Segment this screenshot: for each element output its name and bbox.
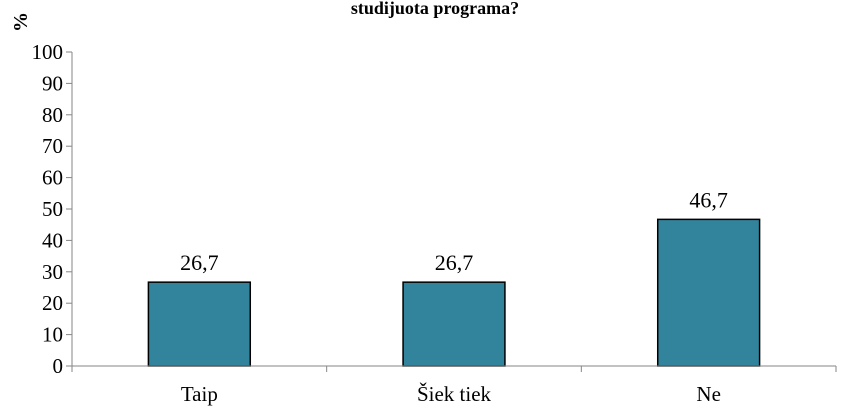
- y-tick-label: 30: [42, 260, 63, 284]
- y-axis-label: %: [10, 12, 32, 32]
- y-axis-ticks: 0 10 20 30 40 50 60 70 80 90 100: [32, 40, 73, 378]
- bar: [402, 281, 506, 367]
- category-label: Šiek tiek: [417, 382, 492, 406]
- category-labels: Taip Šiek tiek Ne: [181, 382, 721, 406]
- y-tick-label: 80: [42, 103, 63, 127]
- data-labels: 26,7 26,7 46,7: [180, 187, 728, 275]
- x-axis: [71, 365, 837, 372]
- bar: [147, 281, 252, 367]
- y-tick-label: 50: [42, 197, 63, 221]
- category-label: Ne: [696, 382, 721, 406]
- y-tick-label: 20: [42, 291, 63, 315]
- data-label: 26,7: [435, 250, 474, 275]
- bars: [147, 218, 761, 367]
- category-label: Taip: [181, 382, 218, 406]
- y-tick-label: 90: [42, 71, 63, 95]
- y-tick-label: 10: [42, 323, 63, 347]
- y-tick-label: 40: [42, 228, 63, 252]
- data-label: 26,7: [180, 250, 219, 275]
- y-tick-label: 60: [42, 166, 63, 190]
- y-tick-label: 70: [42, 134, 63, 158]
- chart-title: studijuota programa?: [351, 0, 519, 18]
- y-tick-label: 0: [53, 354, 64, 378]
- data-label: 46,7: [689, 187, 728, 212]
- bar: [656, 218, 761, 367]
- y-tick-label: 100: [32, 40, 64, 64]
